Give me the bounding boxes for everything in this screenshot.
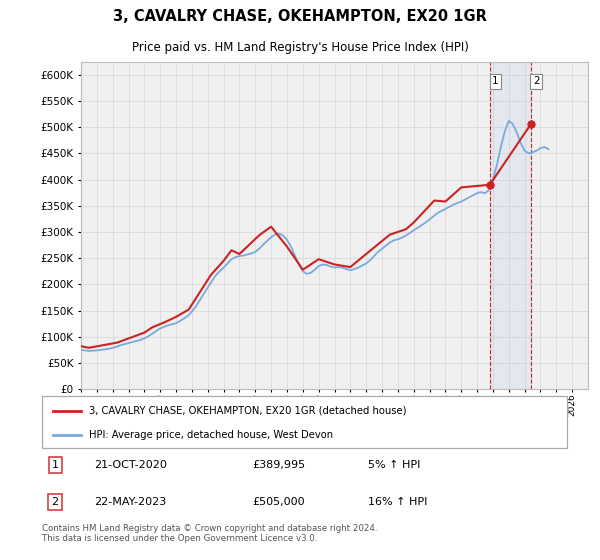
Text: Contains HM Land Registry data © Crown copyright and database right 2024.
This d: Contains HM Land Registry data © Crown c…	[42, 524, 377, 543]
Bar	[490, 62, 530, 389]
Text: 2: 2	[533, 76, 539, 86]
Text: Price paid vs. HM Land Registry's House Price Index (HPI): Price paid vs. HM Land Registry's House …	[131, 41, 469, 54]
Text: 22-MAY-2023: 22-MAY-2023	[95, 497, 167, 507]
Text: 3, CAVALRY CHASE, OKEHAMPTON, EX20 1GR (detached house): 3, CAVALRY CHASE, OKEHAMPTON, EX20 1GR (…	[89, 406, 407, 416]
Text: 16% ↑ HPI: 16% ↑ HPI	[367, 497, 427, 507]
Text: 5% ↑ HPI: 5% ↑ HPI	[367, 460, 420, 470]
Text: £505,000: £505,000	[252, 497, 305, 507]
Text: £389,995: £389,995	[252, 460, 305, 470]
Text: 1: 1	[52, 460, 59, 470]
Text: HPI: Average price, detached house, West Devon: HPI: Average price, detached house, West…	[89, 430, 334, 440]
Text: 21-OCT-2020: 21-OCT-2020	[95, 460, 167, 470]
Text: 1: 1	[492, 76, 499, 86]
Text: 3, CAVALRY CHASE, OKEHAMPTON, EX20 1GR: 3, CAVALRY CHASE, OKEHAMPTON, EX20 1GR	[113, 9, 487, 24]
Text: 2: 2	[52, 497, 59, 507]
FancyBboxPatch shape	[42, 396, 567, 448]
